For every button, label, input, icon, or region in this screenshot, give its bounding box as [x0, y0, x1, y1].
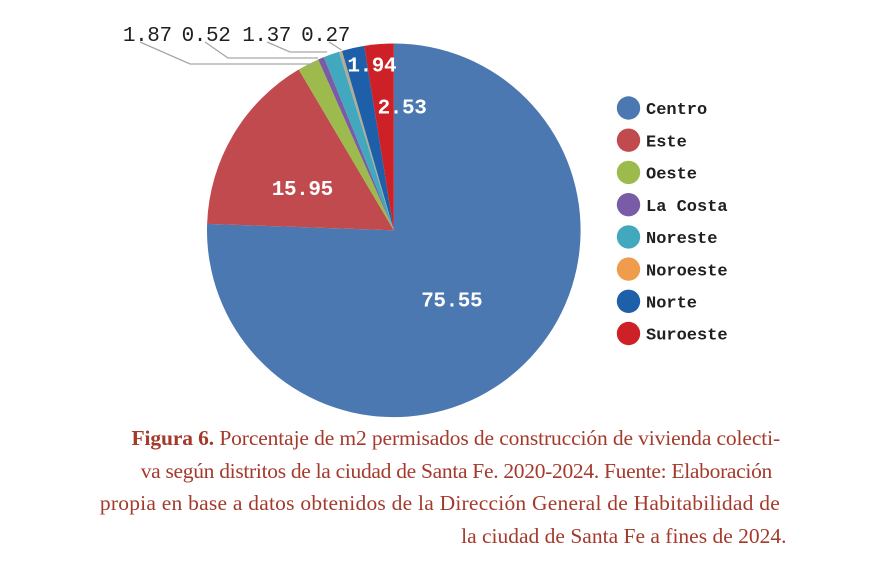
- svg-text:Centro: Centro: [646, 101, 707, 120]
- svg-text:2.53: 2.53: [378, 98, 427, 121]
- svg-text:Oeste: Oeste: [646, 166, 697, 185]
- svg-text:1.94: 1.94: [347, 56, 396, 79]
- svg-text:Suroeste: Suroeste: [646, 327, 728, 346]
- svg-text:1.87: 1.87: [123, 25, 172, 48]
- svg-text:Este: Este: [646, 133, 687, 152]
- svg-text:0.27: 0.27: [301, 25, 350, 48]
- svg-text:0.52: 0.52: [182, 25, 231, 48]
- svg-text:1.37: 1.37: [242, 25, 291, 48]
- svg-text:Noreste: Noreste: [646, 230, 717, 249]
- svg-text:15.95: 15.95: [272, 179, 333, 202]
- svg-text:Noroeste: Noroeste: [646, 262, 728, 281]
- svg-text:75.55: 75.55: [421, 291, 482, 314]
- svg-text:Norte: Norte: [646, 295, 697, 314]
- svg-text:La Costa: La Costa: [646, 198, 728, 217]
